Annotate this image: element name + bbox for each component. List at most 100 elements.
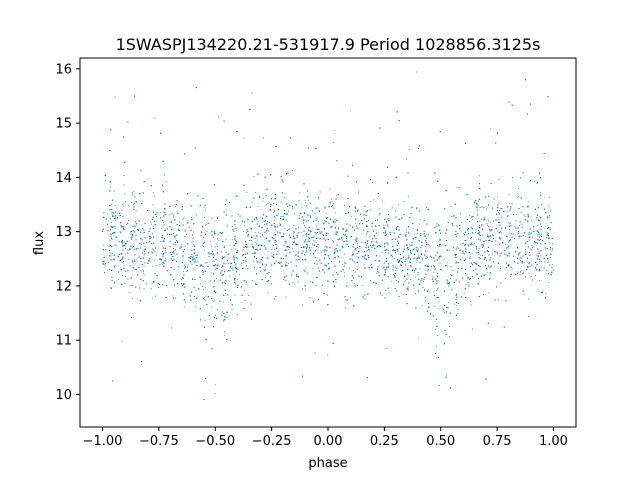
data-point [292, 169, 294, 171]
data-point [302, 304, 304, 306]
data-point [490, 222, 492, 224]
data-point [121, 253, 123, 254]
data-point [331, 261, 333, 262]
data-point [390, 234, 391, 236]
data-point [456, 236, 457, 237]
data-point [312, 268, 314, 269]
data-point [143, 274, 145, 276]
data-point [242, 248, 244, 250]
data-point [118, 241, 120, 243]
data-point [376, 272, 378, 274]
data-point [463, 293, 465, 295]
data-point [195, 259, 197, 261]
data-point [356, 256, 358, 258]
data-point [229, 257, 231, 259]
data-point [471, 219, 473, 221]
data-point [344, 230, 346, 232]
data-point [107, 213, 109, 215]
data-point [495, 240, 497, 242]
data-point [405, 280, 407, 282]
data-point [170, 252, 172, 254]
data-point [350, 215, 352, 217]
data-point [460, 222, 462, 224]
data-point [529, 235, 531, 237]
data-point [528, 316, 530, 318]
data-point [236, 258, 238, 260]
data-point [123, 205, 125, 207]
data-point [245, 232, 247, 233]
data-point [285, 296, 287, 298]
data-point [217, 116, 219, 118]
data-point [476, 273, 478, 275]
data-point [233, 256, 235, 258]
data-point [356, 269, 358, 271]
data-point [428, 234, 429, 236]
data-point [267, 250, 269, 252]
data-point [255, 241, 257, 243]
data-point [153, 249, 155, 250]
data-point [525, 236, 527, 238]
data-point [449, 336, 451, 337]
data-point [400, 218, 402, 220]
data-point [316, 260, 318, 262]
data-point [283, 257, 284, 259]
data-point [318, 247, 320, 249]
data-point [496, 196, 498, 198]
data-point [174, 205, 176, 207]
data-point [353, 283, 355, 285]
data-point [263, 245, 265, 247]
data-point [255, 242, 257, 244]
data-point [312, 237, 314, 238]
data-point [284, 261, 286, 263]
data-point [526, 241, 528, 243]
data-point [132, 260, 134, 262]
data-point [246, 191, 248, 193]
data-point [265, 247, 267, 249]
data-point [187, 270, 189, 271]
data-point [263, 269, 265, 271]
data-point [235, 248, 237, 250]
data-point [420, 233, 422, 234]
data-point [246, 284, 248, 286]
data-point [109, 268, 110, 270]
data-point [233, 258, 235, 260]
data-point [277, 213, 279, 215]
data-point [355, 208, 356, 209]
data-point [215, 277, 217, 279]
data-point [313, 262, 315, 264]
data-point [229, 275, 231, 277]
data-point [124, 193, 126, 195]
data-point [254, 266, 255, 268]
data-point [331, 206, 333, 207]
data-point [481, 225, 483, 227]
data-point [214, 384, 216, 386]
data-point [354, 271, 356, 273]
data-point [314, 213, 316, 214]
data-point [332, 205, 333, 206]
data-point [146, 283, 148, 285]
data-point [328, 222, 330, 224]
data-point [469, 256, 471, 258]
data-point [316, 207, 318, 209]
data-point [384, 274, 386, 276]
data-point [315, 232, 317, 234]
data-point [144, 251, 145, 253]
data-point [327, 255, 329, 257]
data-point [517, 271, 519, 273]
data-point [306, 272, 308, 274]
data-point [345, 240, 347, 242]
data-point [125, 201, 127, 203]
data-point [178, 266, 179, 267]
data-point [121, 252, 123, 254]
data-point [135, 210, 137, 212]
data-point [297, 281, 299, 283]
data-point [532, 236, 533, 238]
data-point [203, 237, 205, 238]
data-point [551, 249, 553, 251]
data-point [523, 293, 525, 295]
data-point [176, 211, 178, 213]
data-point [392, 264, 394, 266]
data-point [510, 244, 512, 246]
data-point [161, 253, 163, 255]
data-point [469, 214, 471, 216]
